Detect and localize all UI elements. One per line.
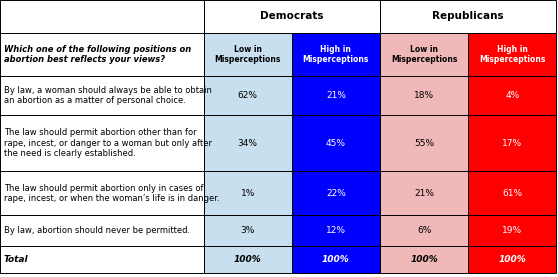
Text: 19%: 19%	[502, 226, 522, 235]
Text: 4%: 4%	[505, 91, 519, 100]
Bar	[0, 115, 204, 171]
Text: Low in
Misperceptions: Low in Misperceptions	[215, 45, 281, 64]
Text: 3%: 3%	[240, 226, 255, 235]
Bar	[0, 171, 204, 215]
Bar	[468, 215, 556, 246]
Bar	[468, 115, 556, 171]
Text: 100%: 100%	[410, 255, 438, 264]
Text: Republicans: Republicans	[432, 11, 504, 21]
Text: Which one of the following positions on
abortion best reflects your views?: Which one of the following positions on …	[4, 45, 191, 64]
Text: 55%: 55%	[414, 138, 434, 148]
Text: High in
Misperceptions: High in Misperceptions	[479, 45, 545, 64]
Bar	[380, 33, 468, 76]
Bar	[0, 246, 204, 273]
Bar	[292, 215, 380, 246]
Text: Low in
Misperceptions: Low in Misperceptions	[391, 45, 457, 64]
Text: High in
Misperceptions: High in Misperceptions	[303, 45, 369, 64]
Bar	[468, 246, 556, 273]
Bar	[292, 115, 380, 171]
Text: 21%: 21%	[414, 189, 434, 198]
Bar	[380, 115, 468, 171]
Bar	[204, 76, 292, 115]
Text: 100%: 100%	[234, 255, 262, 264]
Text: 6%: 6%	[417, 226, 431, 235]
Bar	[380, 171, 468, 215]
Bar	[204, 246, 292, 273]
Text: 1%: 1%	[240, 189, 255, 198]
Bar	[380, 246, 468, 273]
Text: 17%: 17%	[502, 138, 522, 148]
Text: 61%: 61%	[502, 189, 522, 198]
Text: 12%: 12%	[326, 226, 346, 235]
Text: 22%: 22%	[326, 189, 346, 198]
Text: 45%: 45%	[326, 138, 346, 148]
Text: 21%: 21%	[326, 91, 346, 100]
Text: By law, a woman should always be able to obtain
an abortion as a matter of perso: By law, a woman should always be able to…	[4, 86, 212, 105]
Bar	[468, 33, 556, 76]
Text: By law, abortion should never be permitted.: By law, abortion should never be permitt…	[4, 226, 190, 235]
Bar	[380, 215, 468, 246]
Bar	[468, 171, 556, 215]
Text: Democrats: Democrats	[260, 11, 324, 21]
Bar	[204, 115, 292, 171]
Bar	[380, 0, 556, 33]
Bar	[468, 76, 556, 115]
Bar	[0, 215, 204, 246]
Bar	[204, 33, 292, 76]
Bar	[204, 171, 292, 215]
Bar	[0, 76, 204, 115]
Bar	[0, 0, 204, 33]
Text: 34%: 34%	[238, 138, 258, 148]
Bar	[0, 33, 204, 76]
Bar	[292, 76, 380, 115]
Bar	[292, 33, 380, 76]
Bar	[380, 76, 468, 115]
Bar	[204, 215, 292, 246]
Text: 100%: 100%	[322, 255, 350, 264]
Bar	[292, 171, 380, 215]
Text: 18%: 18%	[414, 91, 434, 100]
Bar	[292, 246, 380, 273]
Text: Total: Total	[4, 255, 28, 264]
Text: 62%: 62%	[238, 91, 258, 100]
Text: 100%: 100%	[498, 255, 526, 264]
Bar	[204, 0, 380, 33]
Text: The law should permit abortion other than for
rape, incest, or danger to a woman: The law should permit abortion other tha…	[4, 128, 212, 158]
Text: The law should permit abortion only in cases of
rape, incest, or when the woman’: The law should permit abortion only in c…	[4, 184, 219, 203]
